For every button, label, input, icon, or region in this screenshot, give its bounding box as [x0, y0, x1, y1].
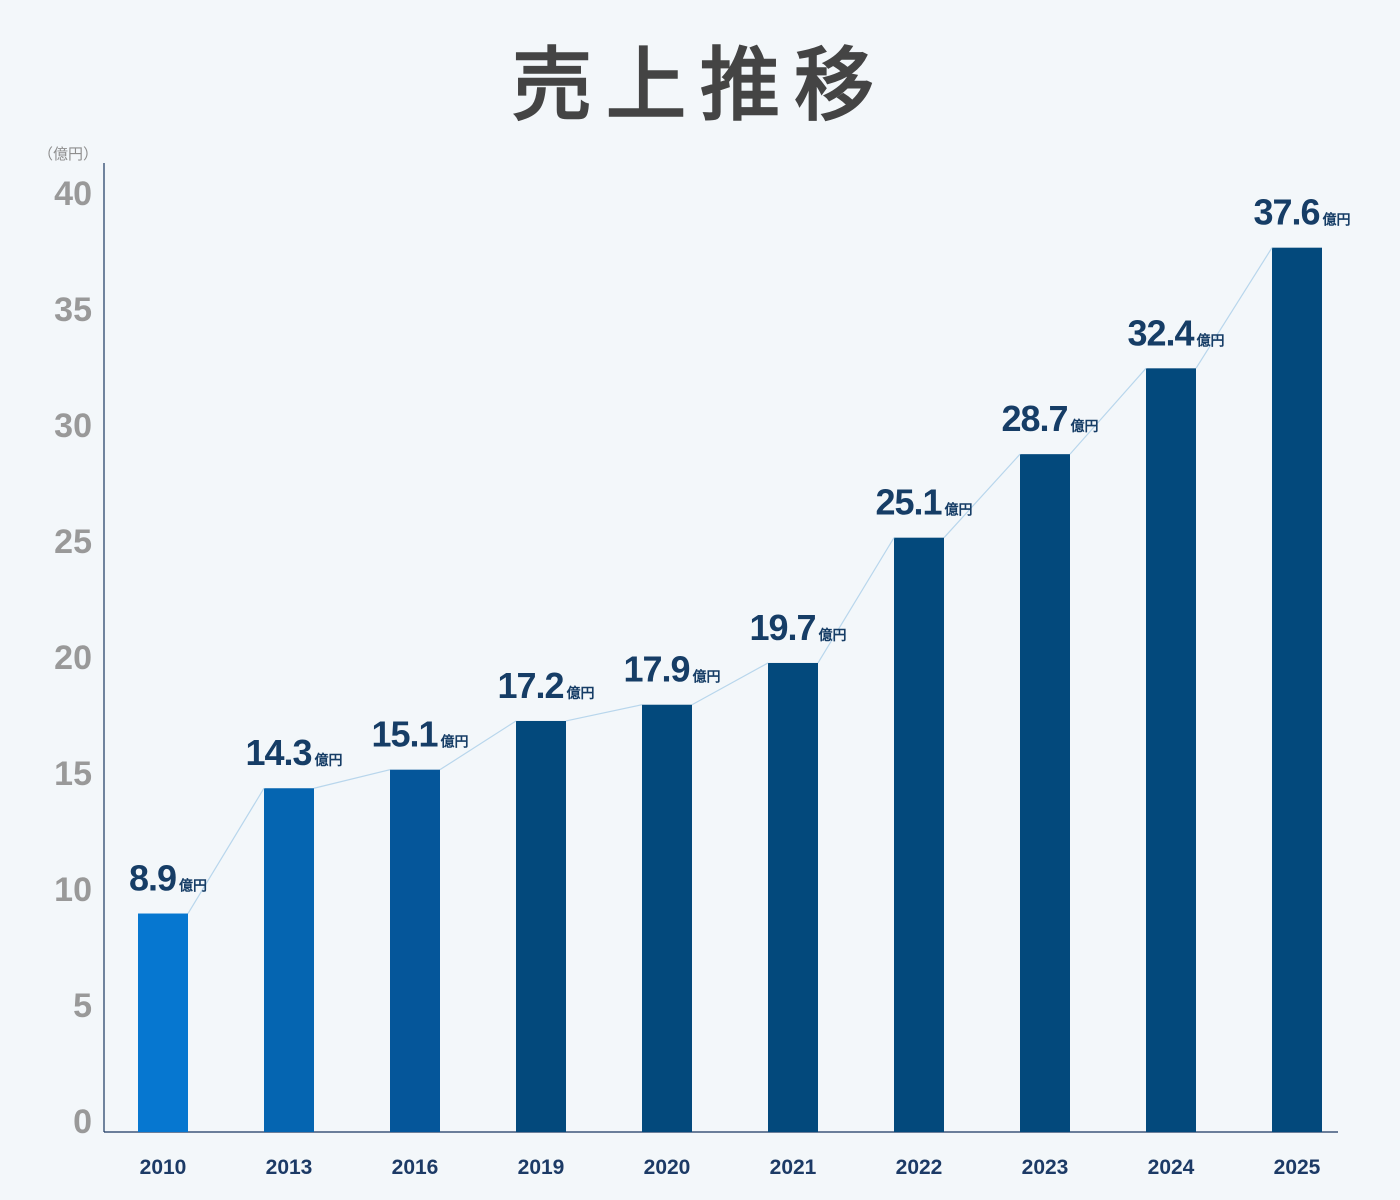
data-label: 14.3 億円 [245, 732, 342, 773]
data-label: 32.4 億円 [1127, 312, 1224, 353]
x-tick-label: 2024 [1148, 1156, 1195, 1179]
bar [516, 720, 566, 1132]
x-tick-label: 2025 [1274, 1156, 1321, 1179]
chart-title: 売上推移 [512, 39, 888, 132]
x-tick-label: 2010 [140, 1156, 187, 1179]
x-tick-label: 2020 [644, 1156, 691, 1179]
x-tick-label: 2022 [896, 1156, 943, 1179]
data-label: 17.9 億円 [623, 649, 720, 690]
y-tick-label: 35 [54, 291, 92, 329]
y-tick-label: 10 [54, 871, 92, 909]
data-label: 8.9 億円 [129, 858, 207, 899]
y-tick-label: 40 [54, 175, 92, 213]
x-tick-label: 2019 [518, 1156, 565, 1179]
trend-line-segment [439, 720, 517, 771]
x-tick-label: 2023 [1022, 1156, 1069, 1179]
y-tick-label: 0 [73, 1103, 92, 1141]
y-tick-label: 15 [54, 755, 92, 793]
x-tick-label: 2016 [392, 1156, 439, 1179]
trend-line-segment [187, 787, 265, 914]
x-tick-label: 2013 [266, 1156, 313, 1179]
trend-line-segment [691, 662, 769, 706]
data-label: 28.7 億円 [1001, 398, 1098, 439]
bar [1020, 454, 1070, 1132]
y-tick-label: 20 [54, 639, 92, 677]
bar [1146, 368, 1196, 1132]
data-label: 37.6 億円 [1253, 192, 1350, 233]
x-tick-label: 2021 [770, 1156, 817, 1179]
bar [264, 788, 314, 1132]
trend-line-segment [943, 453, 1021, 539]
trend-line-segment [565, 704, 643, 722]
bar [768, 662, 818, 1132]
bar [642, 704, 692, 1132]
data-label: 19.7 億円 [749, 607, 846, 648]
y-axis-unit-label: （億円） [38, 145, 99, 163]
trend-line-segment [1195, 247, 1273, 369]
bar [1272, 247, 1322, 1132]
data-label: 15.1 億円 [371, 714, 468, 755]
trend-line-segment [313, 769, 391, 789]
y-tick-label: 30 [54, 407, 92, 445]
bar [138, 913, 188, 1132]
y-tick-label: 5 [73, 987, 92, 1025]
trend-line-segment [817, 537, 895, 664]
bar [894, 537, 944, 1132]
bar [390, 769, 440, 1132]
y-tick-label: 25 [54, 523, 92, 561]
data-label: 17.2 億円 [497, 665, 594, 706]
data-label: 25.1 億円 [875, 482, 972, 523]
trend-line-segment [1069, 367, 1147, 455]
